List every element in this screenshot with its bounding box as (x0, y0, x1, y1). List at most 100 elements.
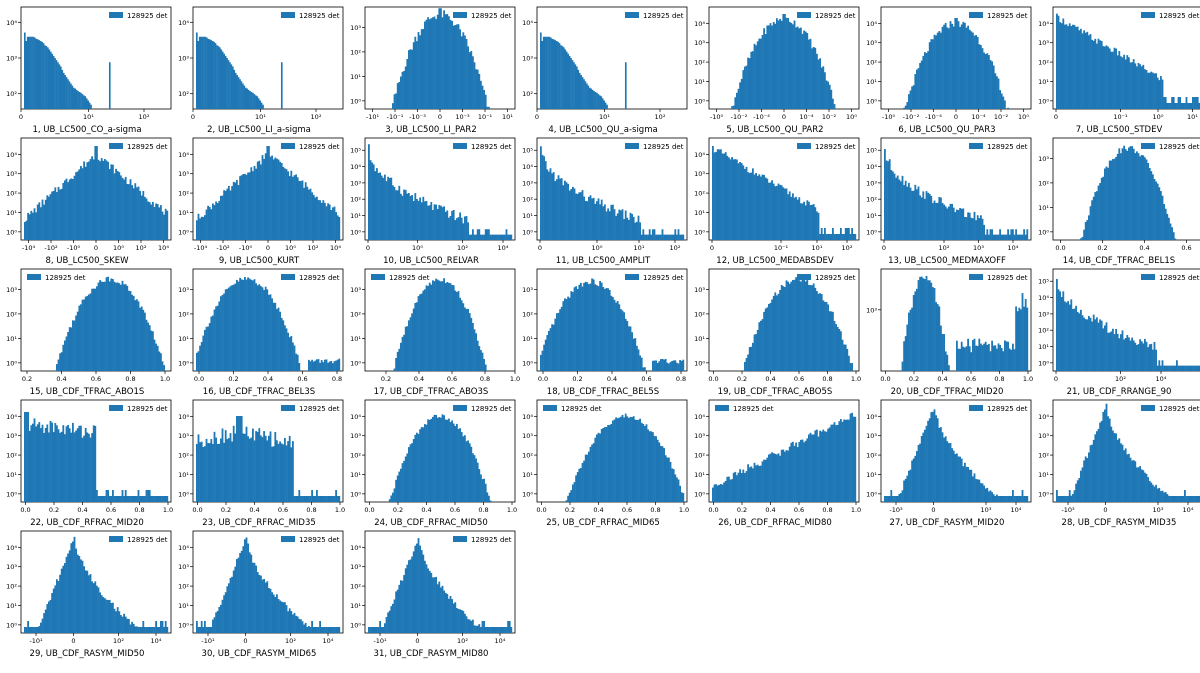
histogram-bar (220, 195, 222, 240)
x-tick-label: 10³ (1153, 506, 1164, 514)
histogram-bar (112, 279, 114, 371)
histogram-bar (147, 490, 149, 502)
histogram-bar (1193, 365, 1196, 371)
histogram-bar (78, 305, 81, 371)
histogram-bar (218, 301, 221, 371)
histogram-bar (107, 599, 109, 633)
x-tick-label: 10⁻⁴ (799, 113, 814, 121)
histogram-bar (248, 172, 251, 240)
histogram-bar (560, 45, 562, 109)
histogram-bar (547, 36, 549, 109)
histogram-bar (1080, 28, 1082, 110)
histogram-bar (236, 75, 238, 109)
histogram-bar (207, 205, 209, 240)
histogram-bar (24, 627, 26, 633)
histogram-bar (100, 281, 103, 371)
histogram-bar (322, 200, 325, 240)
x-axis-label: 21, UB_CDF_RRANGE_90 (1066, 387, 1172, 397)
histogram-bar (500, 234, 503, 240)
histogram-bar (255, 168, 257, 240)
histogram-bar (1174, 238, 1177, 240)
histogram-bar (161, 496, 164, 502)
histogram-bar (724, 480, 727, 502)
histogram-bar (1088, 215, 1090, 240)
histogram-bar (1153, 341, 1156, 371)
y-tick-label: 10² (178, 90, 189, 98)
histogram-bar (920, 435, 923, 502)
histogram-bar (1145, 473, 1148, 502)
histogram-bar (956, 18, 958, 109)
y-tick-label: 10⁰ (1038, 359, 1049, 367)
histogram-bar (1174, 496, 1177, 502)
histogram-bar (279, 311, 281, 371)
y-tick-label: 10⁰ (522, 490, 533, 498)
histogram-bar (118, 283, 121, 371)
histogram-bar (935, 415, 937, 502)
histogram-bar (840, 419, 842, 502)
histogram-bar (309, 188, 312, 240)
histogram-bar (128, 496, 130, 502)
histogram-bar (39, 41, 42, 109)
histogram-bar (832, 311, 834, 371)
histogram-bar (210, 627, 213, 633)
histogram-bar (930, 282, 933, 371)
histogram-bar (252, 280, 254, 371)
x-tick-label: 10⁰ (1018, 113, 1029, 121)
y-tick-label: 10⁵ (1038, 278, 1049, 286)
histogram-bar (467, 46, 469, 109)
y-tick-label: 10¹ (522, 471, 533, 479)
histogram-bar (888, 496, 891, 502)
histogram-bar (49, 51, 52, 109)
x-tick-label: 10² (311, 113, 322, 121)
histogram-bar (457, 24, 460, 110)
x-axis-label: 14, UB_CDF_TFRAC_BEL1S (1062, 256, 1176, 266)
histogram-bar (473, 234, 476, 240)
histogram-bar (202, 217, 205, 240)
histogram-bar (228, 583, 230, 633)
y-tick-label: 10⁵ (522, 147, 533, 155)
histogram-bar (769, 302, 772, 371)
x-axis-label: 1, UB_LC500_CO_a-sigma (32, 125, 142, 135)
histogram-bar (752, 51, 754, 109)
histogram-bar (1091, 39, 1093, 109)
histogram-bar (89, 159, 92, 240)
legend-swatch (281, 405, 295, 411)
histogram-bar (244, 539, 246, 633)
histogram-bar (1188, 496, 1191, 502)
histogram-bar (324, 496, 326, 502)
histogram-bar (148, 490, 151, 502)
histogram-bar (1123, 339, 1125, 371)
histogram-bar (1057, 289, 1060, 371)
histogram-bar (40, 622, 42, 633)
histogram-bar (1076, 311, 1079, 371)
histogram-bar (840, 228, 842, 240)
histogram-bar (478, 469, 481, 502)
histogram-bar (615, 215, 617, 240)
histogram-bar (636, 345, 638, 371)
legend-swatch (797, 12, 811, 18)
histogram-bar (787, 281, 789, 371)
histogram-bar (432, 416, 434, 502)
histogram-bar (260, 575, 262, 633)
x-tick-label: -10⁻² (903, 113, 920, 121)
histogram-bar (933, 200, 936, 240)
histogram-bar (1094, 192, 1097, 240)
histogram-bar (33, 627, 36, 633)
histogram-bar (951, 203, 953, 240)
histogram-bar (236, 279, 238, 371)
histogram-bar (484, 229, 487, 240)
histogram-bar (312, 627, 315, 633)
y-tick-label: 10¹ (1038, 343, 1049, 351)
histogram-bar (160, 621, 162, 633)
histogram-bar (551, 173, 553, 240)
histogram-bar (427, 17, 429, 110)
histogram-bar (822, 234, 825, 240)
histogram-bar (592, 197, 595, 240)
histogram-bar (132, 623, 135, 633)
histogram-bar (949, 203, 952, 240)
legend-swatch (109, 536, 123, 542)
histogram-bar (782, 286, 785, 371)
histogram-bar (1129, 340, 1132, 371)
